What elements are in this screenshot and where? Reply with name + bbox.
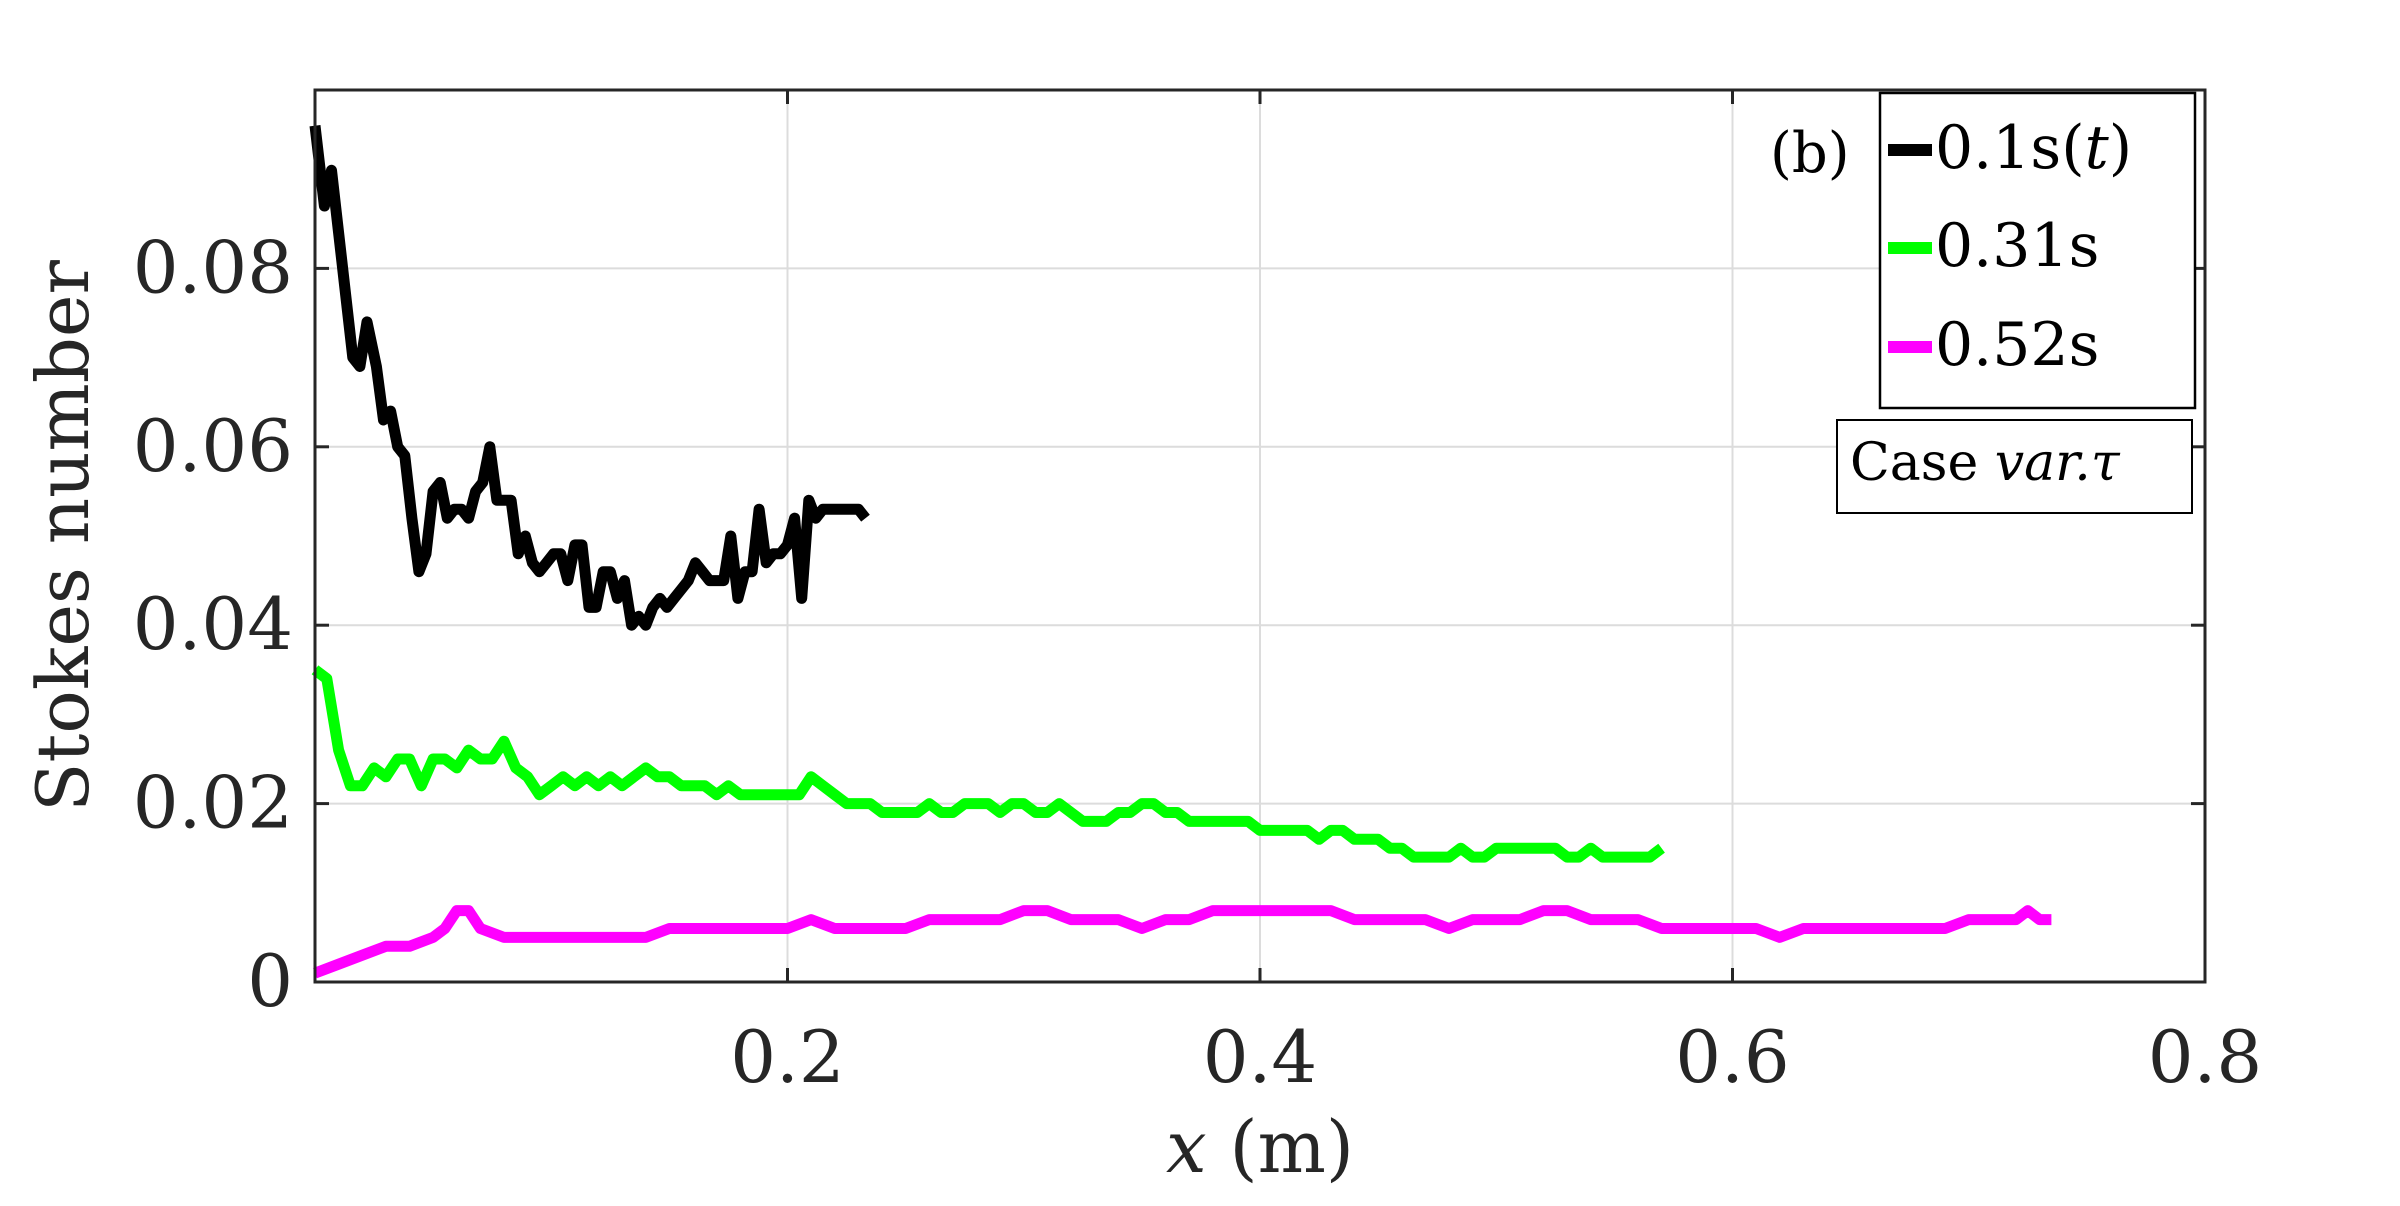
y-tick-label-1: 0.02 (133, 761, 293, 845)
y-tick-label-2: 0.04 (133, 582, 293, 666)
x-tick-label-0: 0.2 (730, 1015, 845, 1099)
legend-label-2: 0.52s (1935, 310, 2099, 380)
x-axis-label: x (m) (1166, 1105, 1354, 1189)
x-axis-label-variable: x (1166, 1105, 1207, 1189)
case-annotation-italic: var.τ (1995, 433, 2121, 493)
y-axis-label: Stokes number (21, 260, 105, 812)
panel-label: (b) (1770, 121, 1850, 186)
series-line-2 (313, 905, 2052, 979)
case-annotation-prefix: Case (1850, 433, 1995, 493)
x-tick-label-2: 0.6 (1675, 1015, 1790, 1099)
y-tick-label-4: 0.08 (133, 225, 293, 309)
case-annotation-box (1836, 419, 2193, 514)
ticks: 0.2 0.4 0.6 0.8 0 0.02 0.04 0.06 0.08 (133, 90, 2263, 1099)
series-line-1 (311, 665, 1665, 863)
legend-label-0: 0.1s(t) (1935, 113, 2132, 183)
series-layer (309, 125, 2052, 979)
legend-box (1878, 91, 2197, 410)
legend-label-1: 0.31s (1935, 211, 2099, 281)
case-annotation: Case var.τ (1836, 419, 2193, 514)
y-tick-label-3: 0.06 (133, 404, 293, 488)
case-annotation-text: Case var.τ (1850, 433, 2121, 493)
legend: 0.1s(t) 0.31s 0.52s (1878, 91, 2197, 410)
x-tick-label-1: 0.4 (1203, 1015, 1318, 1099)
y-tick-label-0: 0 (247, 939, 293, 1023)
x-tick-label-3: 0.8 (2148, 1015, 2263, 1099)
series-line-0 (309, 125, 870, 631)
x-axis-label-unit: (m) (1207, 1105, 1354, 1189)
